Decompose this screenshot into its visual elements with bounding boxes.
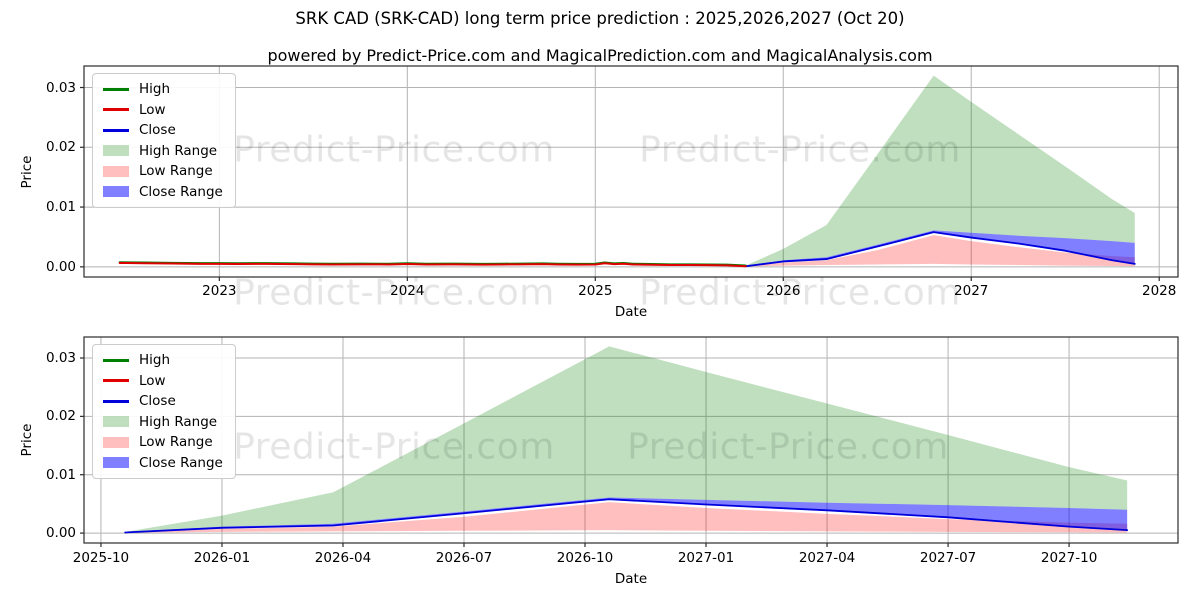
x-tick-label: 2027-04 [798, 550, 856, 566]
watermark: Predict-Price.com [639, 129, 961, 171]
overview-plot [80, 65, 1179, 281]
watermark: Predict-Price.com [627, 426, 949, 468]
watermark: Predict-Price.com [639, 272, 961, 314]
watermark: Predict-Price.com [233, 426, 555, 468]
x-tick-label: 2026-01 [193, 550, 251, 566]
legend-item-close: Close [103, 122, 223, 138]
low-swatch [103, 108, 129, 111]
high-range-band [745, 75, 1135, 266]
x-tick-label: 2026 [766, 283, 801, 299]
close-range-band [125, 497, 1128, 533]
legend-label: Low [139, 101, 166, 118]
legend-item-low: Low [103, 102, 223, 118]
legend-label: Low Range [139, 434, 213, 450]
legend-label: High Range [139, 413, 218, 430]
x-tick-label: 2027-07 [919, 550, 977, 566]
y-tick-label: 0.01 [45, 199, 76, 216]
legend: High Low Close High Range Low Range Close Ran… [92, 73, 236, 208]
legend-label: Close Range [139, 183, 223, 200]
y-tick-label: 0.02 [45, 139, 76, 156]
legend-label: Low Range [139, 163, 213, 179]
x-tick-label: 2027-10 [1040, 550, 1098, 566]
close-range-swatch [103, 186, 129, 197]
y-tick-label: 0.01 [45, 466, 76, 483]
figure-title: SRK CAD (SRK-CAD) long term price predic… [295, 9, 905, 28]
x-tick-label: 2026-04 [314, 550, 372, 566]
x-axis-label: Date [614, 571, 648, 587]
high-range-swatch [103, 145, 129, 156]
close-line [124, 498, 1129, 534]
high-range-band [125, 346, 1128, 532]
x-tick-label: 2025 [578, 283, 613, 299]
x-tick-label: 2027 [954, 283, 989, 299]
y-tick-label: 0.03 [45, 350, 76, 366]
low-range-band [125, 502, 1128, 533]
y-tick-label: 0.00 [45, 525, 76, 542]
legend-label: Close [139, 122, 176, 138]
legend-item-high: High [103, 81, 223, 97]
forecast-plot [80, 336, 1179, 547]
overview-chart: 2023 2024 2025 2026 2027 2028 0.00 0.01 0.02 0.03… [19, 65, 1179, 320]
high-swatch [103, 87, 129, 91]
axes-frame [83, 336, 1179, 544]
low-range-band [745, 235, 1135, 267]
low-range-swatch [103, 165, 129, 177]
legend-item-low-range: Low Range [103, 163, 223, 179]
x-tick-label: 2024 [390, 283, 425, 299]
low-range-swatch [103, 436, 129, 448]
low-line [118, 261, 747, 268]
y-axis-label: Price [19, 155, 35, 188]
legend-item-low-range: Low Range [103, 434, 223, 450]
watermark: Predict-Price.com [233, 272, 555, 314]
legend-item-close-range: Close Range [103, 455, 223, 471]
legend-item-close-range: Close Range [103, 184, 223, 200]
x-axis-label: Date [614, 304, 648, 320]
legend-item-close: Close [103, 393, 223, 409]
watermark: Predict-Price.com [233, 129, 555, 171]
legend-item-low: Low [103, 373, 223, 389]
low-swatch [103, 379, 129, 382]
x-tick-label: 2028 [1142, 283, 1177, 299]
legend-label: Close [139, 393, 176, 409]
close-range-swatch [103, 457, 129, 468]
legend-item-high-range: High Range [103, 143, 223, 159]
high-range-swatch [103, 416, 129, 427]
legend-item-high: High [103, 352, 223, 368]
x-tick-label: 2025-10 [72, 550, 130, 566]
forecast-chart: 2025-10 2026-01 2026-04 2026-07 2026-10 2027-… [0, 330, 1200, 600]
x-tick-label: 2027-01 [677, 550, 735, 566]
legend-label: High [139, 352, 171, 368]
y-tick-label: 0.02 [45, 408, 76, 425]
legend-item-high-range: High Range [103, 414, 223, 430]
high-swatch [103, 358, 129, 362]
y-tick-label: 0.03 [45, 79, 76, 96]
x-tick-label: 2026-10 [556, 550, 614, 566]
legend-label: Low [139, 372, 166, 389]
close-range-band [745, 230, 1135, 267]
figure-subtitle: powered by Predict-Price.com and Magical… [267, 46, 933, 65]
close-swatch [103, 128, 129, 132]
legend-label: High Range [139, 142, 218, 159]
x-tick-label: 2023 [202, 283, 237, 299]
legend: High Low Close High Range Low Range Close Ran… [92, 344, 236, 479]
y-tick-label: 0.00 [45, 258, 76, 275]
legend-label: Close Range [139, 454, 223, 471]
x-tick-label: 2026-07 [435, 550, 493, 566]
legend-label: High [139, 81, 171, 97]
axes-frame [83, 65, 1179, 278]
y-axis-label: Price [19, 423, 35, 457]
close-swatch [103, 399, 129, 403]
